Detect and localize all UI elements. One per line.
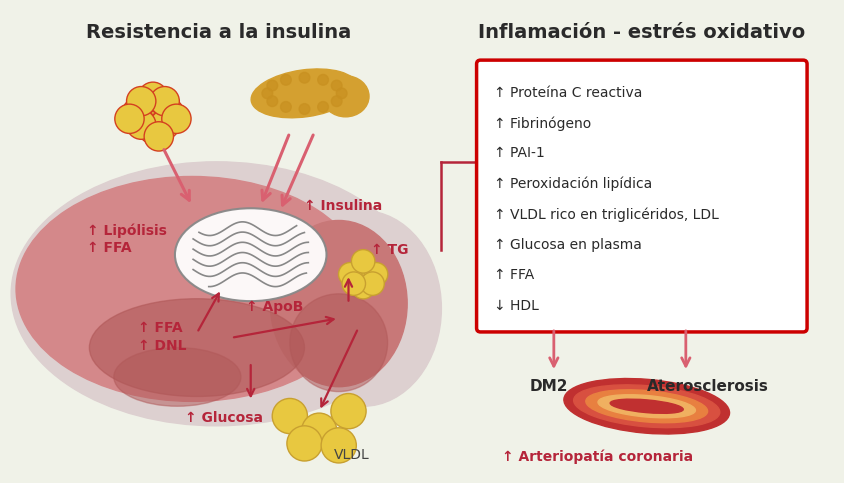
Ellipse shape	[289, 294, 387, 392]
Text: ↑ FFA: ↑ FFA	[495, 269, 534, 283]
Text: ↑ VLDL rico en triglicéridos, LDL: ↑ VLDL rico en triglicéridos, LDL	[495, 208, 719, 222]
Circle shape	[138, 114, 168, 144]
Text: ↑ DNL: ↑ DNL	[138, 339, 187, 353]
Circle shape	[351, 263, 375, 286]
Ellipse shape	[89, 298, 305, 397]
Circle shape	[338, 263, 362, 286]
Circle shape	[287, 426, 322, 461]
Circle shape	[351, 250, 375, 273]
Text: ↑ FFA: ↑ FFA	[88, 241, 132, 255]
Text: ↑ Glucosa en plasma: ↑ Glucosa en plasma	[495, 238, 642, 252]
Ellipse shape	[598, 395, 695, 418]
Ellipse shape	[322, 76, 369, 117]
Text: ↑ Proteína C reactiva: ↑ Proteína C reactiva	[495, 85, 642, 99]
Circle shape	[267, 80, 278, 91]
Circle shape	[342, 272, 365, 296]
Circle shape	[150, 110, 179, 139]
Ellipse shape	[11, 162, 422, 426]
Text: VLDL: VLDL	[334, 448, 370, 462]
Circle shape	[317, 101, 328, 112]
Text: ↑ Peroxidación lipídica: ↑ Peroxidación lipídica	[495, 177, 652, 191]
Ellipse shape	[564, 379, 729, 434]
Ellipse shape	[114, 348, 241, 406]
Text: ↑ Fibrinógeno: ↑ Fibrinógeno	[495, 116, 592, 130]
Text: ↑ Insulina: ↑ Insulina	[305, 199, 382, 213]
Circle shape	[351, 275, 375, 299]
Circle shape	[332, 80, 342, 91]
Text: ↑ Arteriopatía coronaria: ↑ Arteriopatía coronaria	[502, 450, 694, 464]
Text: DM2: DM2	[529, 379, 568, 394]
Circle shape	[127, 110, 156, 139]
Ellipse shape	[574, 385, 720, 427]
Circle shape	[317, 74, 328, 85]
Circle shape	[280, 74, 291, 85]
Ellipse shape	[285, 211, 441, 406]
Ellipse shape	[270, 220, 407, 387]
Ellipse shape	[586, 390, 707, 423]
Circle shape	[273, 398, 307, 434]
Ellipse shape	[252, 69, 358, 118]
Text: ↑ ApoB: ↑ ApoB	[246, 299, 303, 313]
Text: Resistencia a la insulina: Resistencia a la insulina	[86, 23, 351, 42]
Circle shape	[361, 272, 384, 296]
Text: ↑ TG: ↑ TG	[371, 243, 408, 257]
Text: ↑ FFA: ↑ FFA	[138, 321, 183, 335]
Circle shape	[331, 394, 366, 429]
Text: ↓ HDL: ↓ HDL	[495, 299, 539, 313]
Circle shape	[299, 72, 310, 83]
Text: ↑ Glucosa: ↑ Glucosa	[185, 411, 263, 425]
Circle shape	[115, 104, 144, 133]
Text: Inflamación - estrés oxidativo: Inflamación - estrés oxidativo	[479, 23, 805, 42]
Circle shape	[122, 98, 151, 128]
Text: ↑ PAI-1: ↑ PAI-1	[495, 146, 545, 160]
FancyBboxPatch shape	[477, 60, 807, 332]
Circle shape	[138, 98, 168, 128]
Circle shape	[150, 86, 179, 116]
Text: ↑ Lipólisis: ↑ Lipólisis	[88, 223, 167, 238]
Circle shape	[154, 98, 184, 128]
Circle shape	[321, 428, 356, 463]
Circle shape	[144, 122, 174, 151]
Ellipse shape	[175, 208, 327, 301]
Circle shape	[262, 88, 273, 99]
Circle shape	[127, 86, 156, 116]
Text: Aterosclerosis: Aterosclerosis	[647, 379, 769, 394]
Circle shape	[301, 413, 337, 448]
Circle shape	[332, 96, 342, 107]
Circle shape	[162, 104, 191, 133]
Circle shape	[299, 104, 310, 114]
Ellipse shape	[610, 399, 684, 413]
Circle shape	[336, 88, 347, 99]
Circle shape	[267, 96, 278, 107]
Circle shape	[365, 263, 387, 286]
Ellipse shape	[16, 176, 368, 401]
Circle shape	[138, 82, 168, 112]
Circle shape	[280, 101, 291, 112]
